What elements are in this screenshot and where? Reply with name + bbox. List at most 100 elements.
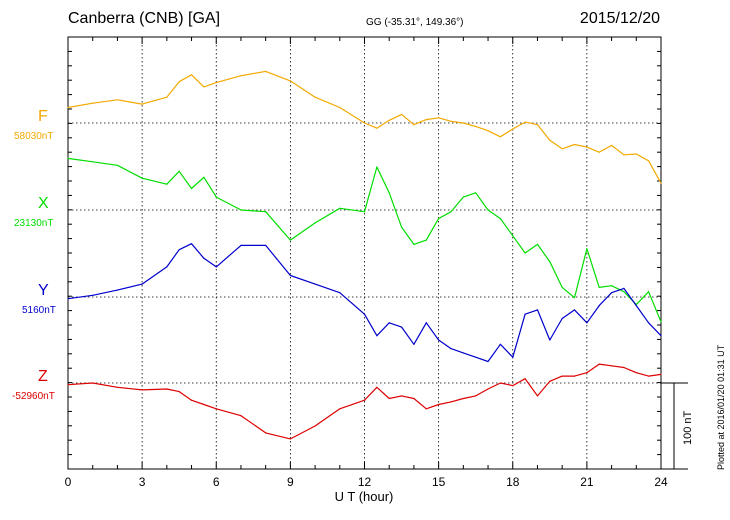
point-X-3 xyxy=(141,177,143,179)
point-F-9 xyxy=(240,75,242,77)
series-Z xyxy=(67,363,662,440)
point-Y-5 xyxy=(178,249,180,251)
point-Z-6 xyxy=(190,399,193,401)
x-tick-label-12: 12 xyxy=(358,475,372,489)
point-Z-23 xyxy=(475,395,477,397)
point-F-31 xyxy=(573,143,576,146)
point-X-2 xyxy=(116,164,118,166)
point-F-22 xyxy=(462,122,464,124)
point-Z-18 xyxy=(413,397,415,400)
point-Z-36 xyxy=(635,372,637,374)
point-Z-17 xyxy=(401,395,403,397)
point-Y-26 xyxy=(512,356,514,358)
point-F-33 xyxy=(598,151,600,153)
point-Z-35 xyxy=(623,366,625,369)
point-Y-4 xyxy=(166,266,168,268)
point-X-22 xyxy=(462,196,464,198)
point-F-3 xyxy=(141,103,143,105)
point-X-37 xyxy=(648,291,650,293)
point-Z-0 xyxy=(67,384,69,386)
point-Y-12 xyxy=(314,283,316,285)
baseline-label-Y: 5160nT xyxy=(22,305,56,316)
point-Y-6 xyxy=(190,243,193,245)
point-F-21 xyxy=(450,120,452,122)
point-X-16 xyxy=(388,192,390,194)
point-F-16 xyxy=(388,119,390,121)
point-Z-14 xyxy=(363,399,366,401)
point-X-32 xyxy=(586,248,588,250)
point-X-35 xyxy=(623,291,625,293)
point-Z-29 xyxy=(549,380,551,382)
point-X-12 xyxy=(314,222,316,224)
point-Y-19 xyxy=(425,322,427,324)
series-X xyxy=(67,157,662,323)
point-Y-1 xyxy=(92,294,94,296)
baseline-label-F: 58030nT xyxy=(14,131,54,142)
point-Y-3 xyxy=(141,283,143,285)
point-Y-0 xyxy=(67,298,69,300)
point-Z-27 xyxy=(524,378,526,380)
point-X-33 xyxy=(598,286,600,288)
point-Y-21 xyxy=(450,348,452,350)
point-F-2 xyxy=(116,99,118,101)
series-name-Z: Z xyxy=(38,368,48,385)
x-tick-label-9: 9 xyxy=(287,475,294,489)
point-X-15 xyxy=(376,166,378,168)
date-label: 2015/12/20 xyxy=(579,10,660,27)
point-X-25 xyxy=(499,218,501,220)
point-X-21 xyxy=(450,211,452,213)
point-X-20 xyxy=(438,218,440,220)
point-Z-24 xyxy=(487,388,489,390)
point-X-1 xyxy=(92,161,94,163)
series-Y xyxy=(67,243,662,363)
point-Z-20 xyxy=(438,403,440,406)
point-Y-9 xyxy=(240,244,242,246)
point-X-26 xyxy=(512,235,514,237)
series-F xyxy=(67,70,662,184)
point-F-14 xyxy=(363,122,366,124)
point-Y-16 xyxy=(388,322,390,324)
point-Z-8 xyxy=(215,408,217,410)
point-F-1 xyxy=(92,102,94,104)
point-Y-11 xyxy=(289,274,291,277)
point-X-23 xyxy=(475,192,477,194)
point-Y-18 xyxy=(413,343,415,345)
point-Z-28 xyxy=(536,395,539,397)
point-X-0 xyxy=(67,157,69,159)
point-F-29 xyxy=(549,139,551,141)
point-Y-36 xyxy=(635,305,637,307)
point-Z-2 xyxy=(116,386,118,388)
point-X-14 xyxy=(363,211,366,213)
point-X-6 xyxy=(190,187,193,190)
point-Z-33 xyxy=(598,363,600,365)
coordinates-label: GG (-35.31°, 149.36°) xyxy=(366,17,464,28)
point-F-28 xyxy=(536,124,539,126)
x-tick-label-3: 3 xyxy=(139,475,146,489)
point-Z-11 xyxy=(289,438,291,440)
point-Y-23 xyxy=(475,356,477,358)
point-Z-22 xyxy=(462,397,464,400)
point-Z-31 xyxy=(573,375,576,377)
baseline-label-X: 23130nT xyxy=(14,218,54,229)
point-F-15 xyxy=(376,127,378,129)
point-Y-27 xyxy=(524,313,526,315)
point-F-17 xyxy=(401,113,403,115)
x-tick-label-21: 21 xyxy=(580,475,594,489)
point-Y-7 xyxy=(203,257,205,259)
x-tick-label-0: 0 xyxy=(65,475,72,489)
point-Z-13 xyxy=(339,408,341,410)
point-F-4 xyxy=(166,96,168,98)
point-Y-28 xyxy=(536,309,539,311)
point-Z-19 xyxy=(425,408,427,410)
point-Z-5 xyxy=(178,391,180,393)
point-Y-17 xyxy=(401,326,403,328)
point-F-36 xyxy=(635,153,637,155)
point-Y-15 xyxy=(376,335,378,337)
point-F-27 xyxy=(524,121,526,123)
point-Z-32 xyxy=(586,372,588,374)
series-name-X: X xyxy=(38,195,49,212)
point-Y-33 xyxy=(598,305,600,307)
point-Z-9 xyxy=(240,415,242,417)
point-X-18 xyxy=(413,243,415,245)
scale-bar-label: 100 nT xyxy=(682,410,694,445)
